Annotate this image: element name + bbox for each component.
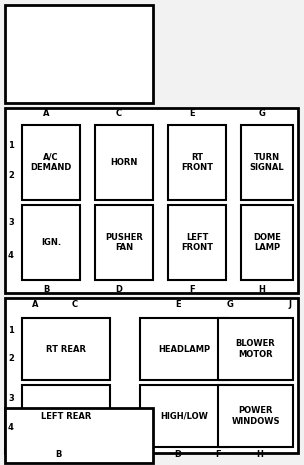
Text: 1: 1: [8, 326, 14, 334]
Bar: [168, 205, 226, 280]
Text: LEFT
FRONT: LEFT FRONT: [181, 233, 213, 252]
Text: E: E: [175, 300, 181, 309]
Text: 2: 2: [8, 171, 14, 179]
Bar: [22, 385, 110, 447]
Bar: [22, 318, 110, 380]
Bar: [168, 125, 226, 200]
Text: B: B: [43, 285, 49, 294]
Text: TURN
SIGNAL: TURN SIGNAL: [250, 153, 284, 172]
Text: 4: 4: [8, 251, 14, 259]
Bar: [95, 205, 153, 280]
Bar: [218, 318, 293, 380]
Text: DOME
LAMP: DOME LAMP: [253, 233, 281, 252]
Text: G: G: [259, 109, 265, 118]
Text: A/C
DEMAND: A/C DEMAND: [30, 153, 72, 172]
Bar: [22, 205, 80, 280]
Text: F: F: [215, 450, 221, 459]
Text: C: C: [116, 109, 122, 118]
Bar: [140, 385, 228, 447]
Bar: [22, 125, 80, 200]
Bar: [140, 318, 228, 380]
Text: J: J: [288, 300, 292, 309]
Bar: [241, 205, 293, 280]
Text: RT REAR: RT REAR: [46, 345, 86, 353]
Text: PUSHER
FAN: PUSHER FAN: [105, 233, 143, 252]
Text: LEFT REAR: LEFT REAR: [41, 412, 91, 420]
Text: H: H: [257, 450, 264, 459]
Text: D: D: [116, 285, 123, 294]
Text: 1: 1: [8, 140, 14, 150]
Text: RT
FRONT: RT FRONT: [181, 153, 213, 172]
Bar: [241, 125, 293, 200]
Text: A: A: [32, 300, 38, 309]
Bar: [5, 5, 153, 103]
Text: 3: 3: [8, 393, 14, 403]
Text: G: G: [226, 300, 233, 309]
Bar: [5, 108, 298, 293]
Text: B: B: [55, 450, 61, 459]
Text: H: H: [259, 285, 265, 294]
Text: IGN.: IGN.: [41, 238, 61, 247]
Text: C: C: [72, 300, 78, 309]
Text: E: E: [189, 109, 195, 118]
Bar: [5, 408, 153, 463]
Text: A: A: [43, 109, 49, 118]
Text: HORN: HORN: [110, 158, 138, 167]
Bar: [218, 385, 293, 447]
Text: F: F: [189, 285, 195, 294]
Text: POWER
WINDOWS: POWER WINDOWS: [231, 406, 280, 425]
Text: D: D: [174, 450, 181, 459]
Text: 2: 2: [8, 353, 14, 363]
Text: 4: 4: [8, 423, 14, 432]
Text: BLOWER
MOTOR: BLOWER MOTOR: [236, 339, 275, 359]
Bar: [95, 125, 153, 200]
Bar: [5, 298, 298, 453]
Text: 3: 3: [8, 218, 14, 226]
Text: HIGH/LOW: HIGH/LOW: [160, 412, 208, 420]
Text: HEADLAMP: HEADLAMP: [158, 345, 210, 353]
